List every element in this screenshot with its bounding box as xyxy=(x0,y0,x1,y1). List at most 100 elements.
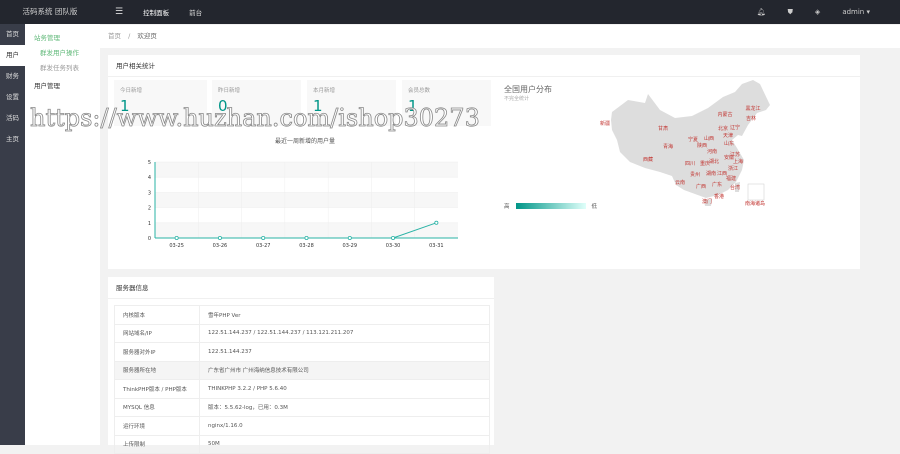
x-tick-label: 03-30 xyxy=(386,243,401,249)
province-label[interactable]: 云南 xyxy=(675,179,685,186)
row-value: 122.51.144.237 / 122.51.144.237 / 113.12… xyxy=(199,323,490,343)
province-label[interactable]: 福建 xyxy=(726,175,736,182)
sidebar-item-users[interactable]: 用户 xyxy=(0,45,25,66)
bell-icon[interactable]: 🔔︎ xyxy=(756,8,766,16)
x-tick-label: 03-25 xyxy=(169,243,184,249)
subnav-group-station[interactable]: 站务管理 xyxy=(34,34,60,42)
table-row: 网站域名/IP 122.51.144.237 / 122.51.144.237 /… xyxy=(114,323,490,343)
y-tick-label: 2 xyxy=(148,206,151,212)
brand: 活码系统 团队版 xyxy=(22,7,78,16)
province-label[interactable]: 安徽 xyxy=(724,154,734,161)
data-point xyxy=(174,236,179,241)
menu-icon[interactable]: ☰ xyxy=(115,7,124,17)
province-label[interactable]: 湖北 xyxy=(709,158,719,165)
y-tick-label: 1 xyxy=(148,221,151,227)
province-label[interactable]: 辽宁 xyxy=(730,124,740,131)
province-label[interactable]: 陕西 xyxy=(697,142,707,149)
taiwan-region xyxy=(735,182,740,192)
map-title: 全国用户分布 xyxy=(504,85,552,94)
south-sea-inset xyxy=(747,183,765,201)
card-title: 服务器信息 xyxy=(108,277,494,299)
shirt-icon[interactable]: ⛊ xyxy=(787,7,793,16)
sidebar-item-homepage[interactable]: 主页 xyxy=(6,135,19,143)
stat-total: 会员总数 1 xyxy=(402,80,491,126)
nav-frontend[interactable]: 前台 xyxy=(189,9,203,17)
stat-label: 昨日新增 xyxy=(218,88,241,94)
legend-gradient[interactable] xyxy=(515,203,586,209)
sidebar-item-home[interactable]: 首页 xyxy=(6,30,19,38)
table-row: 上传限制 50M xyxy=(114,434,490,454)
province-label[interactable]: 内蒙古 xyxy=(717,111,732,118)
province-label[interactable]: 山西 xyxy=(704,135,714,142)
province-label[interactable]: 宁夏 xyxy=(688,136,698,143)
nav-control-panel[interactable]: 控制面板 xyxy=(143,9,170,17)
table-row: 运行环境 nginx/1.16.0 xyxy=(114,416,490,436)
province-label[interactable]: 澳门 xyxy=(702,198,712,205)
data-point xyxy=(261,236,266,241)
top-bar: 活码系统 团队版 ☰ 控制面板 前台 🔔︎ ⛊ ◈ admin ▾ xyxy=(0,0,900,24)
province-label[interactable]: 台湾 xyxy=(730,184,740,191)
grid-band xyxy=(155,192,458,208)
server-info-card: 服务器信息 内核版本 雪年PHP Ver 网站域名/IP 122.51.144.237… xyxy=(108,277,494,454)
username: admin xyxy=(842,8,865,16)
stat-value: 1 xyxy=(408,97,418,115)
tag-icon[interactable]: ◈ xyxy=(814,8,821,16)
province-label[interactable]: 南海诸岛 xyxy=(745,200,765,207)
stat-month: 本月新增 1 xyxy=(307,80,396,126)
sidebar-item-livecode[interactable]: 活码 xyxy=(6,114,19,122)
breadcrumb-current: 欢迎页 xyxy=(137,32,157,40)
grid-band xyxy=(155,222,458,238)
chart-title: 最近一周新增的用户量 xyxy=(275,137,335,145)
province-label[interactable]: 河南 xyxy=(707,148,717,155)
table-row: 服务器对外IP 122.51.144.237 xyxy=(114,342,490,362)
y-tick-label: 4 xyxy=(148,175,151,181)
row-value: 版本：5.5.62-log，已用：0.3M xyxy=(199,397,490,417)
province-label[interactable]: 贵州 xyxy=(690,171,700,178)
stat-value: 0 xyxy=(218,97,228,115)
subnav-group-users[interactable]: 用户管理 xyxy=(34,82,60,90)
province-label[interactable]: 黑龙江 xyxy=(745,105,760,112)
sidebar-item-settings[interactable]: 设置 xyxy=(6,93,19,101)
data-point xyxy=(347,236,352,241)
province-label[interactable]: 青海 xyxy=(663,143,673,150)
x-tick-label: 03-26 xyxy=(213,243,228,249)
province-label[interactable]: 西藏 xyxy=(643,156,653,163)
province-label[interactable]: 四川 xyxy=(685,161,695,167)
legend-high: 高 xyxy=(504,204,510,210)
subnav-mass-task-list[interactable]: 群发任务列表 xyxy=(40,64,79,72)
province-label[interactable]: 广东 xyxy=(712,181,722,188)
province-label[interactable]: 新疆 xyxy=(600,120,610,127)
breadcrumb-home[interactable]: 首页 xyxy=(108,32,121,40)
x-tick-label: 03-31 xyxy=(429,243,444,249)
stat-value: 1 xyxy=(120,97,130,115)
row-label: 服务器所在地 xyxy=(114,360,200,380)
province-label[interactable]: 上海 xyxy=(733,158,743,165)
table-row: MYSQL 信息 版本：5.5.62-log，已用：0.3M xyxy=(114,397,490,417)
data-point xyxy=(217,236,222,241)
x-tick-label: 03-28 xyxy=(299,243,314,249)
province-label[interactable]: 重庆 xyxy=(700,160,710,167)
province-label[interactable]: 浙江 xyxy=(728,165,738,172)
province-label[interactable]: 湖南 xyxy=(706,170,716,177)
row-value: nginx/1.16.0 xyxy=(199,416,490,436)
x-tick-label: 03-29 xyxy=(343,243,358,249)
subnav-mass-user-op[interactable]: 群发用户操作 xyxy=(40,49,79,57)
province-label[interactable]: 广西 xyxy=(696,183,706,190)
user-menu[interactable]: admin ▾ xyxy=(842,8,870,16)
province-label[interactable]: 江苏 xyxy=(730,151,740,158)
map-legend: 高 低 xyxy=(504,202,597,210)
province-label[interactable]: 吉林 xyxy=(746,115,756,122)
sidebar-item-finance[interactable]: 财务 xyxy=(6,72,19,80)
province-label[interactable]: 香港 xyxy=(714,193,724,200)
data-point xyxy=(304,236,309,241)
province-label[interactable]: 山东 xyxy=(724,140,734,147)
province-label[interactable]: 甘肃 xyxy=(658,125,668,132)
province-label[interactable]: 北京 xyxy=(718,125,728,132)
data-point xyxy=(434,220,439,225)
province-label[interactable]: 天津 xyxy=(723,132,733,139)
hainan-region xyxy=(704,199,712,206)
row-value: 雪年PHP Ver xyxy=(199,305,490,325)
map-region xyxy=(611,80,770,198)
province-label[interactable]: 江西 xyxy=(717,170,727,177)
